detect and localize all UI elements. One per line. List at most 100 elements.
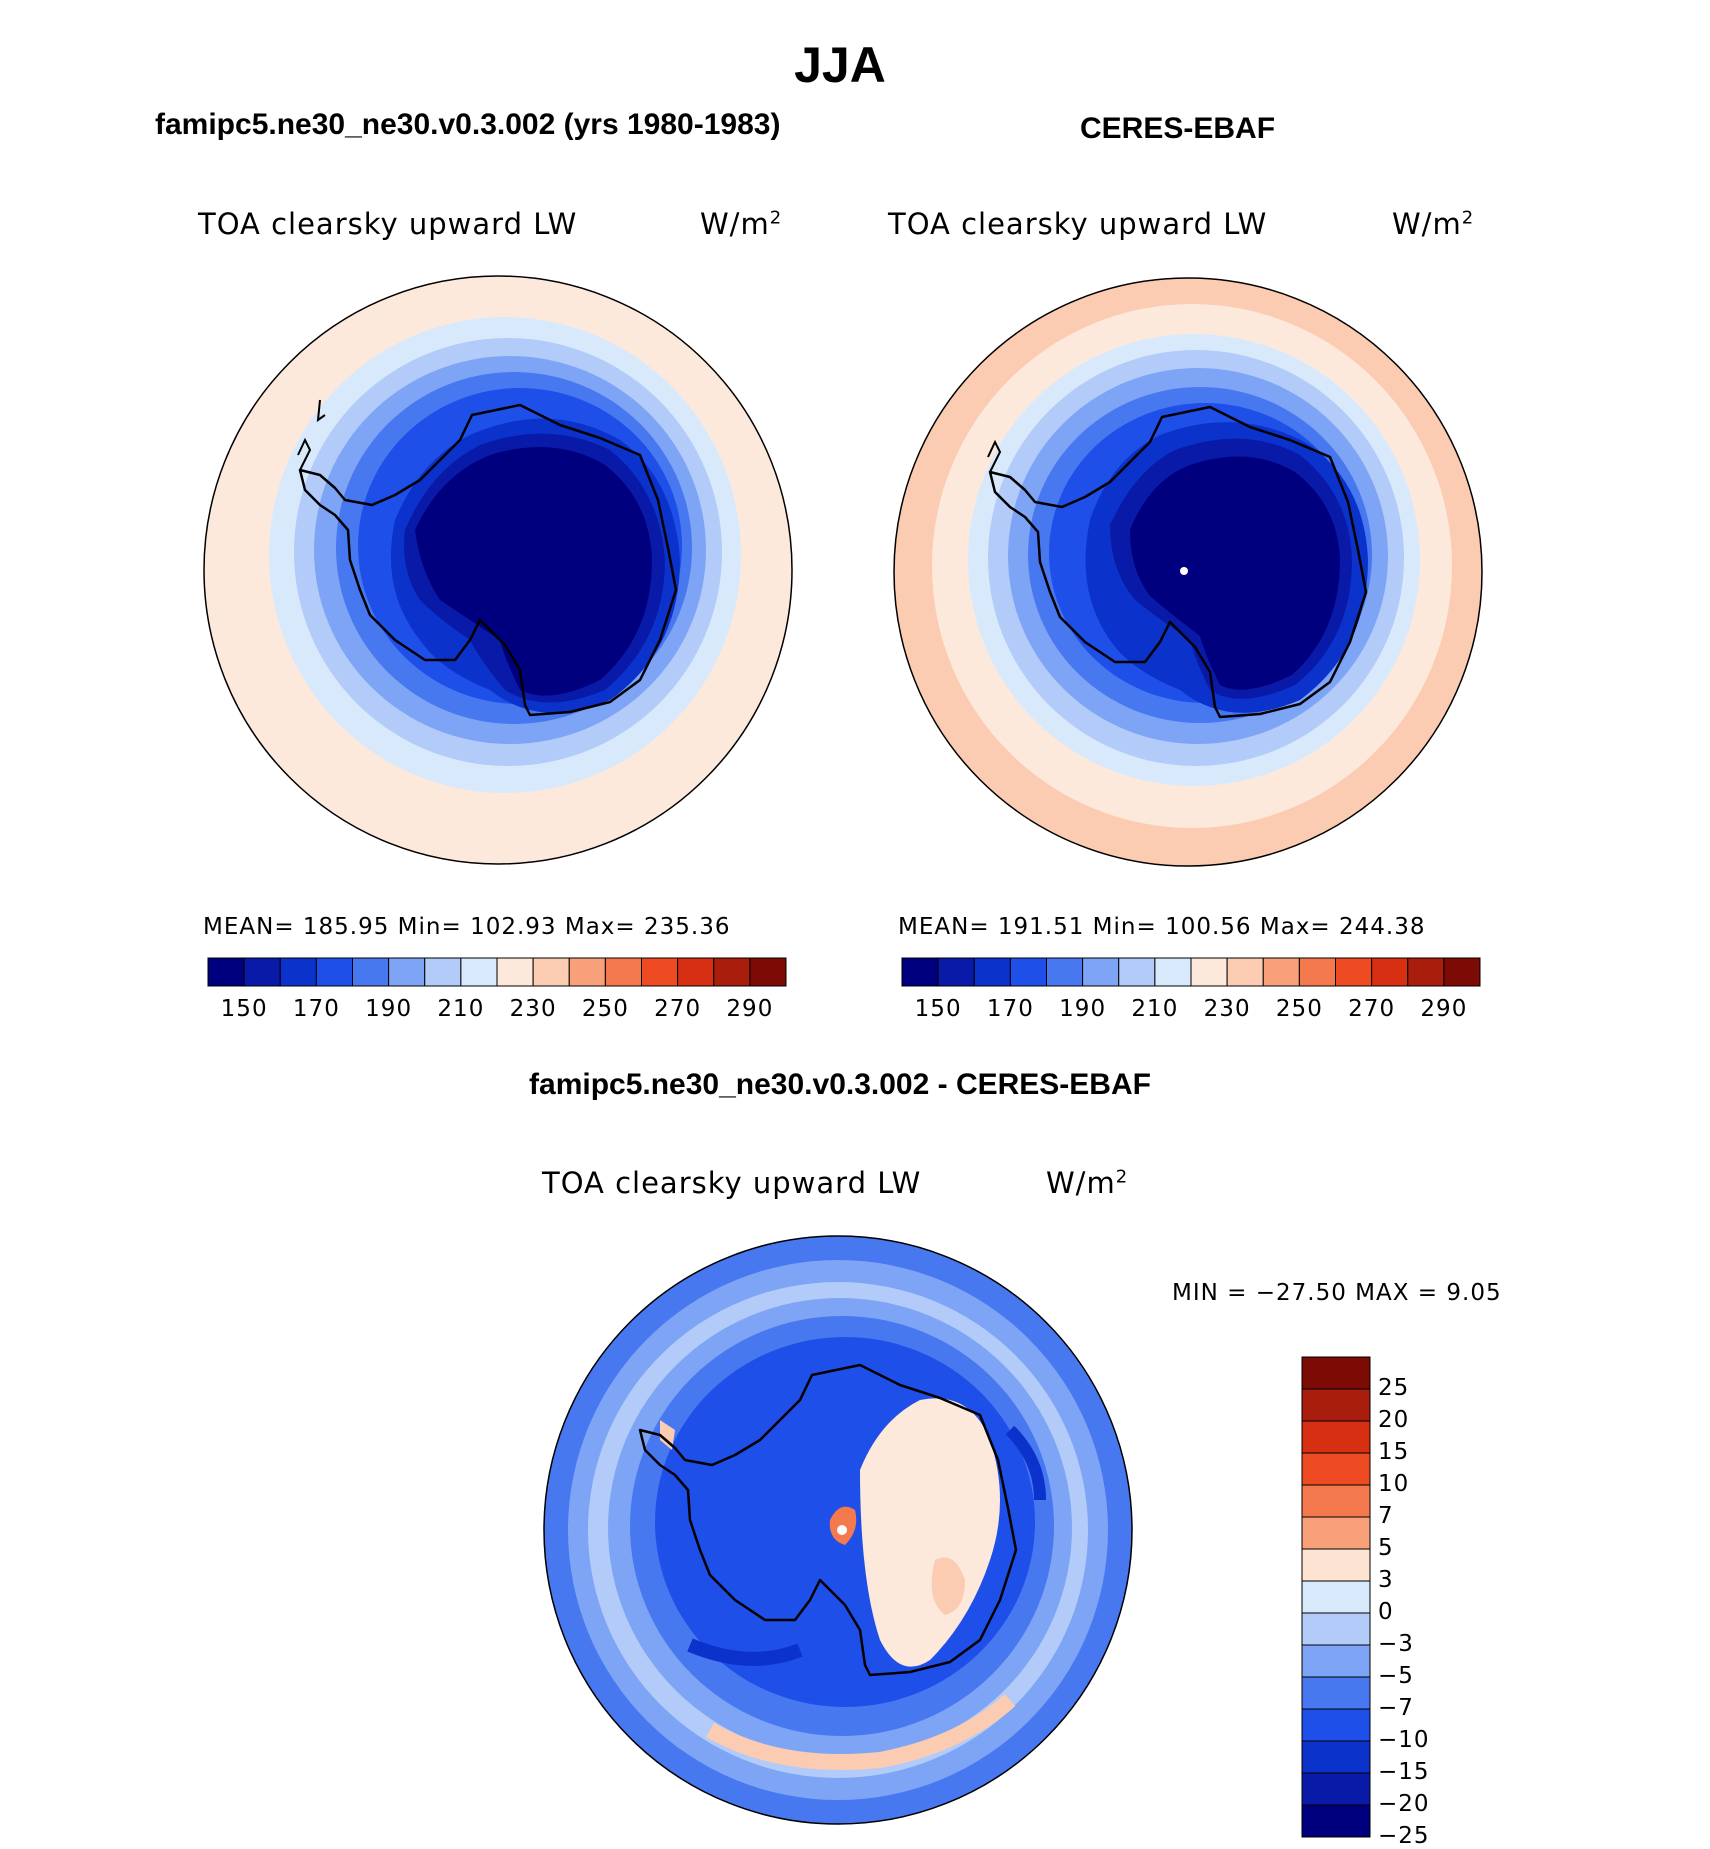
left-colorbar-ticks: 150 170 190 210 230 250 270 290: [208, 996, 786, 1026]
difference-colorbar-ticks: 25 20 15 10 7 5 3 0 −3 −5 −7 −10 −15 −20 −25: [1378, 1357, 1498, 1849]
right-stats: MEAN= 191.51 Min= 100.56 Max= 244.38: [898, 914, 1426, 940]
right-colorbar-tick-label: 210: [1131, 996, 1179, 1022]
left-colorbar-tick-label: 170: [292, 996, 340, 1022]
difference-colorbar-swatch: [1301, 1580, 1371, 1614]
right-units: W/m2: [1392, 207, 1475, 241]
difference-colorbar-tick-label: 0: [1378, 1599, 1394, 1625]
difference-colorbar-swatch: [1301, 1804, 1371, 1838]
difference-colorbar-swatch: [1301, 1676, 1371, 1710]
right-colorbar-swatch: [1190, 957, 1228, 987]
left-colorbar-tick-label: 270: [654, 996, 702, 1022]
right-colorbar-swatch: [1407, 957, 1445, 987]
left-colorbar-swatch: [641, 957, 679, 987]
difference-colorbar-swatch: [1301, 1420, 1371, 1454]
difference-colorbar-tick-label: 25: [1378, 1375, 1410, 1401]
left-colorbar-swatch: [315, 957, 353, 987]
difference-colorbar-swatch: [1301, 1452, 1371, 1486]
difference-colorbar-swatch: [1301, 1356, 1371, 1390]
right-colorbar-swatch: [1082, 957, 1120, 987]
difference-colorbar-swatch: [1301, 1548, 1371, 1582]
left-colorbar-swatch: [496, 957, 534, 987]
left-colorbar-swatch: [279, 957, 317, 987]
left-panel-heading: famipc5.ne30_ne30.v0.3.002 (yrs 1980-198…: [155, 108, 781, 141]
left-colorbar-swatch: [604, 957, 642, 987]
left-stats: MEAN= 185.95 Min= 102.93 Max= 235.36: [203, 914, 731, 940]
left-var-title: TOA clearsky upward LW: [198, 207, 578, 241]
difference-colorbar-tick-label: −20: [1378, 1791, 1430, 1817]
right-colorbar-ticks: 150 170 190 210 230 250 270 290: [902, 996, 1480, 1026]
left-colorbar-tick-label: 150: [220, 996, 268, 1022]
left-colorbar-swatch: [532, 957, 570, 987]
left-colorbar: [207, 957, 787, 987]
difference-colorbar-swatch: [1301, 1740, 1371, 1774]
difference-colorbar-tick-label: 5: [1378, 1535, 1394, 1561]
left-colorbar-swatch: [388, 957, 426, 987]
left-colorbar-tick-label: 230: [509, 996, 557, 1022]
right-colorbar-swatch: [1046, 957, 1084, 987]
right-colorbar-swatch: [937, 957, 975, 987]
right-colorbar-swatch: [901, 957, 939, 987]
right-colorbar-swatch: [1009, 957, 1047, 987]
difference-colorbar-swatch: [1301, 1612, 1371, 1646]
left-colorbar-tick-label: 290: [726, 996, 774, 1022]
difference-colorbar-tick-label: 10: [1378, 1471, 1410, 1497]
right-colorbar-swatch: [1298, 957, 1336, 987]
difference-colorbar-tick-label: −10: [1378, 1727, 1430, 1753]
right-colorbar-swatch: [1226, 957, 1264, 987]
left-colorbar-swatch: [352, 957, 390, 987]
left-colorbar-tick-label: 210: [437, 996, 485, 1022]
right-colorbar-swatch: [973, 957, 1011, 987]
difference-colorbar-swatch: [1301, 1484, 1371, 1518]
difference-colorbar: [1301, 1356, 1371, 1838]
right-colorbar-tick-label: 290: [1420, 996, 1468, 1022]
difference-colorbar-tick-label: −5: [1378, 1663, 1414, 1689]
bottom-var-title: TOA clearsky upward LW: [542, 1166, 922, 1200]
difference-colorbar-tick-label: 3: [1378, 1567, 1394, 1593]
left-colorbar-swatch: [749, 957, 787, 987]
difference-colorbar-tick-label: 20: [1378, 1407, 1410, 1433]
left-colorbar-swatch: [424, 957, 462, 987]
left-colorbar-swatch: [207, 957, 245, 987]
left-colorbar-swatch: [243, 957, 281, 987]
right-colorbar-tick-label: 150: [914, 996, 962, 1022]
right-colorbar-tick-label: 230: [1203, 996, 1251, 1022]
left-colorbar-swatch: [713, 957, 751, 987]
difference-colorbar-swatch: [1301, 1644, 1371, 1678]
right-colorbar-tick-label: 250: [1275, 996, 1323, 1022]
left-colorbar-tick-label: 250: [581, 996, 629, 1022]
bottom-panel-heading: famipc5.ne30_ne30.v0.3.002 - CERES-EBAF: [529, 1068, 1151, 1101]
difference-colorbar-swatch: [1301, 1708, 1371, 1742]
right-panel-heading: CERES-EBAF: [1080, 112, 1276, 145]
right-colorbar-swatch: [1262, 957, 1300, 987]
left-colorbar-swatch: [677, 957, 715, 987]
difference-colorbar-tick-label: −7: [1378, 1695, 1414, 1721]
right-colorbar-tick-label: 190: [1059, 996, 1107, 1022]
left-colorbar-swatch: [568, 957, 606, 987]
right-colorbar-tick-label: 170: [986, 996, 1034, 1022]
left-units: W/m2: [700, 207, 783, 241]
left-colorbar-tick-label: 190: [365, 996, 413, 1022]
difference-colorbar-swatch: [1301, 1772, 1371, 1806]
difference-colorbar-tick-label: 7: [1378, 1503, 1394, 1529]
right-colorbar-swatch: [1118, 957, 1156, 987]
difference-colorbar-tick-label: −3: [1378, 1631, 1414, 1657]
page-title: JJA: [794, 37, 886, 93]
right-colorbar-swatch: [1335, 957, 1373, 987]
difference-colorbar-tick-label: 15: [1378, 1439, 1410, 1465]
right-colorbar: [901, 957, 1481, 987]
difference-colorbar-swatch: [1301, 1516, 1371, 1550]
right-colorbar-tick-label: 270: [1348, 996, 1396, 1022]
right-var-title: TOA clearsky upward LW: [888, 207, 1268, 241]
right-colorbar-swatch: [1443, 957, 1481, 987]
difference-colorbar-swatch: [1301, 1388, 1371, 1422]
bottom-units: W/m2: [1046, 1166, 1129, 1200]
difference-colorbar-tick-label: −25: [1378, 1823, 1430, 1849]
right-colorbar-swatch: [1371, 957, 1409, 987]
right-colorbar-swatch: [1154, 957, 1192, 987]
difference-minmax: MIN = −27.50 MAX = 9.05: [1172, 1280, 1502, 1306]
left-colorbar-swatch: [460, 957, 498, 987]
difference-colorbar-tick-label: −15: [1378, 1759, 1430, 1785]
